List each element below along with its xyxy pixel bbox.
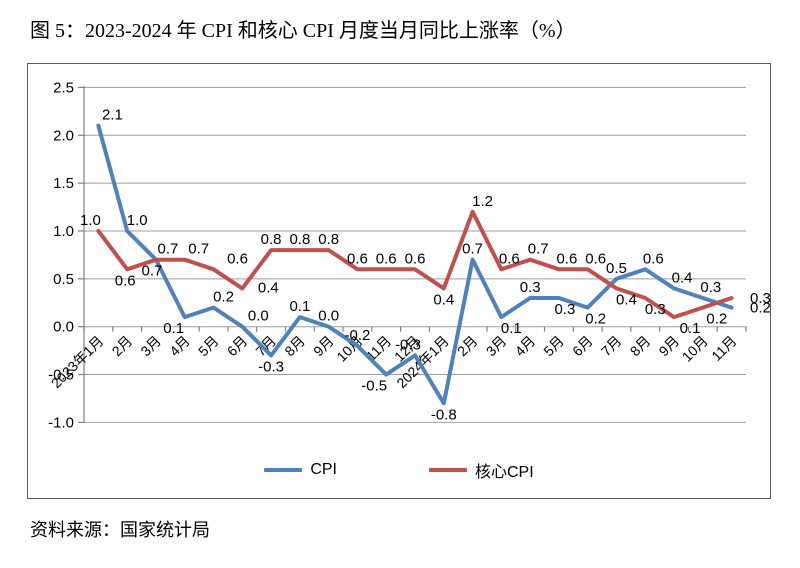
legend-item-core-cpi: 核心CPI <box>428 458 534 482</box>
cpi-data-label: 0.2 <box>750 300 770 317</box>
cpi-data-label: 0.1 <box>163 320 184 337</box>
cpi-data-label: 0.2 <box>585 311 606 328</box>
x-tick-label: 10月 <box>679 333 711 365</box>
core-cpi-data-label: 0.4 <box>258 279 279 296</box>
x-tick-label: 7月 <box>252 333 279 360</box>
x-tick-label: 7月 <box>598 333 625 360</box>
legend-label-cpi: CPI <box>310 461 337 478</box>
y-tick-label: 2.0 <box>53 127 74 144</box>
chart-panel: -1.0 -0.5 0.0 0.5 1.0 1.5 2.0 2.5 2023年1月 2月 3月 4月 5… <box>27 63 771 499</box>
core-cpi-line-swatch <box>428 468 467 472</box>
y-tick-label: -1.0 <box>48 414 74 431</box>
core-cpi-data-label: 1.0 <box>80 212 101 229</box>
core-cpi-data-label: 0.6 <box>556 250 577 267</box>
x-tick-label: 2023年1月 <box>48 333 107 392</box>
legend-item-cpi: CPI <box>264 461 337 479</box>
y-tick-label: -0.5 <box>48 367 74 384</box>
core-cpi-data-label: 0.8 <box>261 231 282 248</box>
legend-label-core-cpi: 核心CPI <box>474 464 534 481</box>
cpi-data-label: 0.4 <box>672 269 693 286</box>
cpi-data-label: 0.1 <box>289 298 310 315</box>
core-cpi-data-label: 0.2 <box>706 311 727 328</box>
cpi-data-label: -0.3 <box>258 358 284 375</box>
core-cpi-data-label: 0.4 <box>616 291 637 308</box>
cpi-data-label: -0.2 <box>345 327 371 344</box>
core-cpi-data-label: 0.7 <box>158 241 179 258</box>
cpi-data-label: 0.3 <box>700 279 721 296</box>
x-tick-label: 9月 <box>310 333 337 360</box>
cpi-line <box>96 123 734 406</box>
core-cpi-data-label: 0.7 <box>528 241 549 258</box>
y-tick-label: 1.5 <box>53 175 74 192</box>
figure-title: 图 5：2023-2024 年 CPI 和核心 CPI 月度当月同比上涨率（%） <box>30 20 576 42</box>
core-cpi-data-label: 0.7 <box>188 241 209 258</box>
cpi-data-label: 0.7 <box>462 241 483 258</box>
x-tick-label: 2月 <box>109 333 136 360</box>
x-tick-label: 6月 <box>569 333 596 360</box>
cpi-data-label: 2.1 <box>102 107 123 124</box>
core-cpi-data-label: 0.6 <box>376 250 397 267</box>
chart-legend: CPI 核心CPI <box>28 458 770 482</box>
cpi-data-label: 1.0 <box>127 212 148 229</box>
x-tick-label: 3月 <box>137 333 164 360</box>
x-tick-label: 9月 <box>655 333 682 360</box>
y-tick-label: 0.5 <box>53 271 74 288</box>
core-cpi-data-label: 0.6 <box>347 250 368 267</box>
core-cpi-data-label: 0.8 <box>289 231 310 248</box>
core-cpi-data-label: 0.4 <box>433 291 454 308</box>
cpi-data-label: 0.0 <box>318 308 339 325</box>
core-cpi-data-label: 0.3 <box>750 290 770 307</box>
core-cpi-data-label: 1.2 <box>472 193 493 210</box>
core-cpi-data-label: 0.6 <box>227 250 248 267</box>
y-tick-label: 2.5 <box>53 79 74 96</box>
core-cpi-data-label: 0.1 <box>680 320 701 337</box>
core-cpi-data-label: 0.8 <box>318 231 339 248</box>
source-note: 资料来源：国家统计局 <box>30 520 210 540</box>
cpi-data-label: 0.3 <box>554 301 575 318</box>
cpi-line-swatch <box>264 468 303 472</box>
x-tick-label: 11月 <box>708 333 739 364</box>
cpi-data-label: 0.0 <box>248 308 269 325</box>
cpi-data-label: -0.3 <box>395 336 421 353</box>
core-cpi-data-label: 0.3 <box>645 301 666 318</box>
y-tick-label: 0.0 <box>53 319 74 336</box>
cpi-data-label: 0.6 <box>643 250 664 267</box>
x-tick-label: 6月 <box>224 333 251 360</box>
core-cpi-data-label: 0.6 <box>405 250 426 267</box>
core-cpi-line <box>96 209 734 320</box>
core-cpi-data-label: 0.6 <box>115 272 136 289</box>
y-tick-label: 1.0 <box>53 223 74 240</box>
cpi-data-label: 0.1 <box>501 320 522 337</box>
cpi-data-label: 0.3 <box>520 279 541 296</box>
core-cpi-data-label: 0.6 <box>585 250 606 267</box>
x-tick-label: 5月 <box>540 333 567 360</box>
cpi-data-label: 0.7 <box>142 263 163 280</box>
cpi-data-label: 0.5 <box>606 260 627 277</box>
cpi-data-label: -0.5 <box>361 378 387 395</box>
x-tick-label: 5月 <box>195 333 222 360</box>
core-cpi-data-label: 0.6 <box>499 250 520 267</box>
cpi-data-label: -0.8 <box>431 406 457 423</box>
cpi-data-label: 0.2 <box>213 289 234 306</box>
x-tick-label: 8月 <box>627 333 654 360</box>
